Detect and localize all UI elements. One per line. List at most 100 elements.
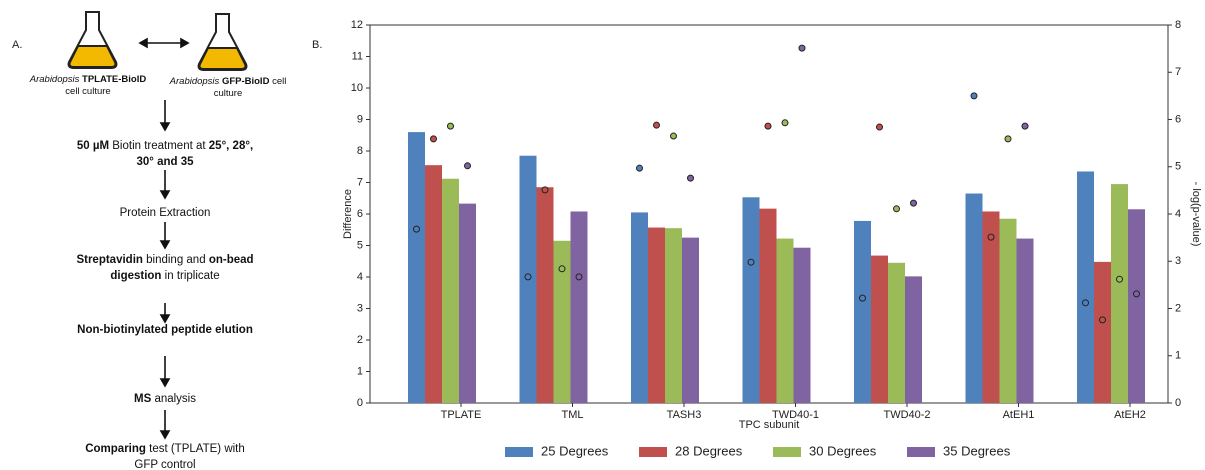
p-value-dot	[1099, 316, 1106, 324]
y-tick-label: 9	[357, 113, 363, 125]
text-run: MS	[133, 393, 152, 405]
p-value-dot	[798, 44, 806, 52]
p-value-dot	[1021, 122, 1029, 130]
p-value-dot	[653, 121, 660, 129]
flow-text: Arabidopsis TPLATE-BioID cell culture	[23, 74, 153, 98]
bar	[793, 247, 811, 403]
flow-text: Comparing test (TPLATE) with GFP control	[75, 441, 255, 470]
y-tick-label: 1	[357, 365, 363, 377]
flask	[67, 11, 248, 71]
flowchart-graphics: A.	[12, 11, 248, 440]
flow-text: MS analysis	[75, 391, 255, 407]
y2-tick-label: 0	[1175, 397, 1181, 409]
y2-tick-label: 7	[1175, 66, 1181, 78]
y-tick-label: 5	[357, 239, 363, 251]
bar	[648, 227, 665, 403]
y-tick-label: 0	[357, 397, 363, 409]
y-tick-label: 11	[352, 50, 363, 62]
y-tick-label: 3	[357, 302, 363, 314]
x-axis-label: TPC subunit	[739, 419, 800, 431]
y-tick-label: 7	[357, 176, 363, 188]
p-value-dot	[781, 119, 789, 127]
flow-text: Non-biotinylated peptide elution	[75, 322, 255, 338]
p-value-dot	[413, 225, 420, 233]
y-tick-label: 2	[357, 334, 363, 346]
text-run: analysis	[154, 393, 196, 405]
p-value-dot	[447, 122, 454, 130]
bar	[665, 228, 682, 403]
p-value-dot	[910, 199, 917, 207]
bar	[1111, 184, 1128, 403]
bar	[570, 211, 588, 403]
bar	[1077, 171, 1094, 403]
bar	[442, 178, 459, 403]
y-tick-label: 12	[351, 19, 363, 31]
p-value-dot	[558, 265, 566, 273]
bar	[425, 165, 442, 403]
p-value-dot	[1116, 275, 1123, 283]
p-value-dot	[859, 294, 866, 302]
y2-axis-label: - log(p-value)	[1190, 182, 1202, 247]
bar	[631, 212, 648, 403]
y2-tick-label: 5	[1175, 161, 1181, 173]
y-axis-label: Difference	[342, 189, 354, 239]
flow-text: Arabidopsis GFP-BioID cell culture	[163, 76, 293, 100]
p-value-dot	[970, 92, 978, 100]
bar	[871, 255, 888, 403]
bar	[536, 187, 554, 403]
bar	[553, 240, 571, 403]
text-run: cell culture	[213, 76, 287, 99]
text-run: Arabidopsis	[29, 74, 80, 85]
text-run: TPLATE-BioID	[82, 74, 147, 85]
legend-label: 28 Degrees	[675, 443, 743, 458]
legend-swatch	[505, 447, 533, 457]
bar	[759, 208, 777, 403]
p-value-dot	[636, 164, 643, 172]
p-value-dot	[464, 162, 471, 170]
p-value-dot	[670, 132, 677, 140]
bar	[982, 211, 1000, 403]
y-tick-label: 4	[357, 271, 363, 283]
x-tick-label: TWD40-2	[883, 409, 930, 421]
text-run: Comparing	[85, 443, 146, 455]
legend-swatch	[639, 447, 667, 457]
text-run: cell culture	[65, 86, 111, 97]
flow-text: Streptavidin binding and on-bead digesti…	[75, 252, 255, 284]
bar	[408, 132, 425, 403]
y-tick-label: 10	[351, 82, 363, 94]
x-tick-label: TPLATE	[441, 409, 482, 421]
y-tick-label: 6	[357, 208, 363, 220]
p-value-dot	[541, 186, 549, 194]
bar	[1016, 238, 1034, 403]
y2-tick-label: 8	[1175, 19, 1181, 31]
p-value-dot	[575, 273, 583, 281]
bar	[742, 197, 760, 403]
bar	[965, 193, 983, 403]
y2-tick-label: 4	[1175, 208, 1181, 220]
p-value-dot	[430, 135, 437, 143]
p-value-dot	[687, 174, 694, 182]
p-value-dot	[747, 258, 755, 266]
y2-tick-label: 6	[1175, 113, 1181, 125]
bar	[682, 237, 699, 403]
legend-label: 30 Degrees	[809, 443, 877, 458]
text-run: Arabidopsis	[169, 76, 220, 87]
text-run: test (TPLATE) with GFP control	[134, 443, 245, 470]
text-run: on-bead digestion	[110, 254, 254, 282]
text-run: Streptavidin	[76, 254, 143, 266]
panel-label: B.	[312, 39, 322, 51]
p-value-dot	[524, 273, 532, 281]
y2-tick-label: 1	[1175, 350, 1181, 362]
p-value-dot	[1133, 290, 1140, 298]
x-tick-label: TWD40-1	[772, 409, 819, 421]
p-value-dot	[764, 122, 772, 130]
flow-text: Protein Extraction	[75, 205, 255, 221]
p-value-dot	[876, 123, 883, 131]
y2-tick-label: 2	[1175, 302, 1181, 314]
p-value-dot	[987, 233, 995, 241]
bar	[888, 262, 905, 403]
text-run: binding and	[146, 254, 206, 266]
bar	[854, 220, 871, 403]
